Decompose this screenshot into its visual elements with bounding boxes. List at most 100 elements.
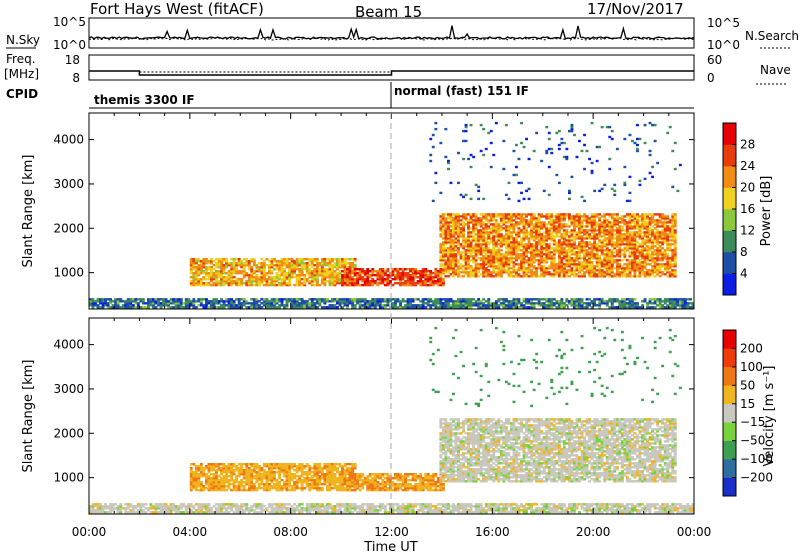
echo-cell <box>248 274 251 276</box>
echo-cell <box>240 278 243 280</box>
echo-cell <box>558 182 561 184</box>
echo-cell <box>359 268 362 270</box>
echo-cell <box>273 268 276 270</box>
echo-cell <box>659 263 662 265</box>
echo-cell <box>661 251 664 253</box>
echo-cell <box>644 178 647 180</box>
echo-cell <box>439 243 442 245</box>
echo-cell <box>180 503 183 505</box>
echo-cell <box>601 235 604 237</box>
echo-cell <box>490 223 493 225</box>
echo-cell <box>525 306 528 308</box>
echo-cell <box>583 134 586 136</box>
echo-cell <box>313 298 316 300</box>
echo-cell <box>187 298 190 300</box>
echo-cell <box>117 298 120 300</box>
colorbar-tick-label: 12 <box>740 224 755 238</box>
echo-cell <box>472 213 475 215</box>
echo-cell <box>429 154 432 156</box>
echo-cell <box>671 213 674 215</box>
echo-cell <box>334 258 337 260</box>
echo-cell <box>308 302 311 304</box>
echo-cell <box>659 241 662 243</box>
echo-cell <box>470 124 473 126</box>
echo-cell <box>578 261 581 263</box>
echo-cell <box>485 304 488 306</box>
echo-cell <box>629 176 632 178</box>
echo-cell <box>654 257 657 259</box>
colorbar-swatch <box>723 166 736 188</box>
echo-cell <box>608 249 611 251</box>
echo-cell <box>447 221 450 223</box>
echo-cell <box>220 298 223 300</box>
echo-cell <box>543 265 546 267</box>
echo-cell <box>407 298 410 300</box>
echo-cell <box>404 280 407 282</box>
echo-cell <box>533 223 536 225</box>
echo-cell <box>202 258 205 260</box>
echo-cell <box>394 268 397 270</box>
echo-cell <box>578 241 581 243</box>
echo-cell <box>654 275 657 277</box>
echo-cell <box>465 130 468 132</box>
echo-cell <box>533 271 536 273</box>
echo-cell <box>679 164 682 166</box>
echo-cell <box>573 269 576 271</box>
echo-cell <box>472 156 475 158</box>
echo-cell <box>500 225 503 227</box>
echo-cell <box>623 247 626 249</box>
echo-cell <box>581 150 584 152</box>
echo-cell <box>518 263 521 265</box>
echo-cell <box>502 213 505 215</box>
echo-cell <box>485 213 488 215</box>
echo-cell <box>447 247 450 249</box>
echo-cell <box>208 272 211 274</box>
echo-cell <box>606 237 609 239</box>
echo-cell <box>558 300 561 302</box>
echo-cell <box>659 257 662 259</box>
echo-cell <box>439 233 442 235</box>
echo-cell <box>470 259 473 261</box>
echo-cell <box>447 160 450 162</box>
echo-cell <box>283 298 286 300</box>
echo-cell <box>346 268 349 270</box>
echo-cell <box>104 298 107 300</box>
echo-cell <box>639 249 642 251</box>
echo-cell <box>639 180 642 182</box>
echo-cell <box>669 126 672 128</box>
echo-cell <box>553 302 556 304</box>
echo-cell <box>462 255 465 257</box>
echo-cell <box>603 253 606 255</box>
echo-cell <box>286 258 289 260</box>
echo-cell <box>202 503 205 505</box>
echo-cell <box>686 298 689 300</box>
echo-cell <box>500 233 503 235</box>
echo-cell <box>339 298 342 300</box>
echo-cell <box>646 302 649 304</box>
echo-cell <box>598 239 601 241</box>
echo-cell <box>654 124 657 126</box>
echo-cell <box>611 130 614 132</box>
echo-cell <box>293 284 296 286</box>
echo-cell <box>139 298 142 300</box>
echo-cell <box>563 142 566 144</box>
echo-cell <box>210 258 213 260</box>
echo-cell <box>223 503 226 505</box>
echo-cell <box>195 503 198 505</box>
echo-cell <box>490 166 493 168</box>
echo-cell <box>97 298 100 300</box>
echo-cell <box>465 213 468 215</box>
echo-cell <box>520 142 523 144</box>
echo-cell <box>613 241 616 243</box>
echo-cell <box>508 213 511 215</box>
echo-cell <box>379 298 382 300</box>
echo-cell <box>250 266 253 268</box>
echo-cell <box>137 298 140 300</box>
echo-cell <box>649 172 652 174</box>
echo-cell <box>485 267 488 269</box>
echo-cell <box>200 278 203 280</box>
echo-cell <box>495 249 498 251</box>
echo-cell <box>228 511 231 513</box>
echo-cell <box>487 298 490 300</box>
echo-cell <box>187 503 190 505</box>
